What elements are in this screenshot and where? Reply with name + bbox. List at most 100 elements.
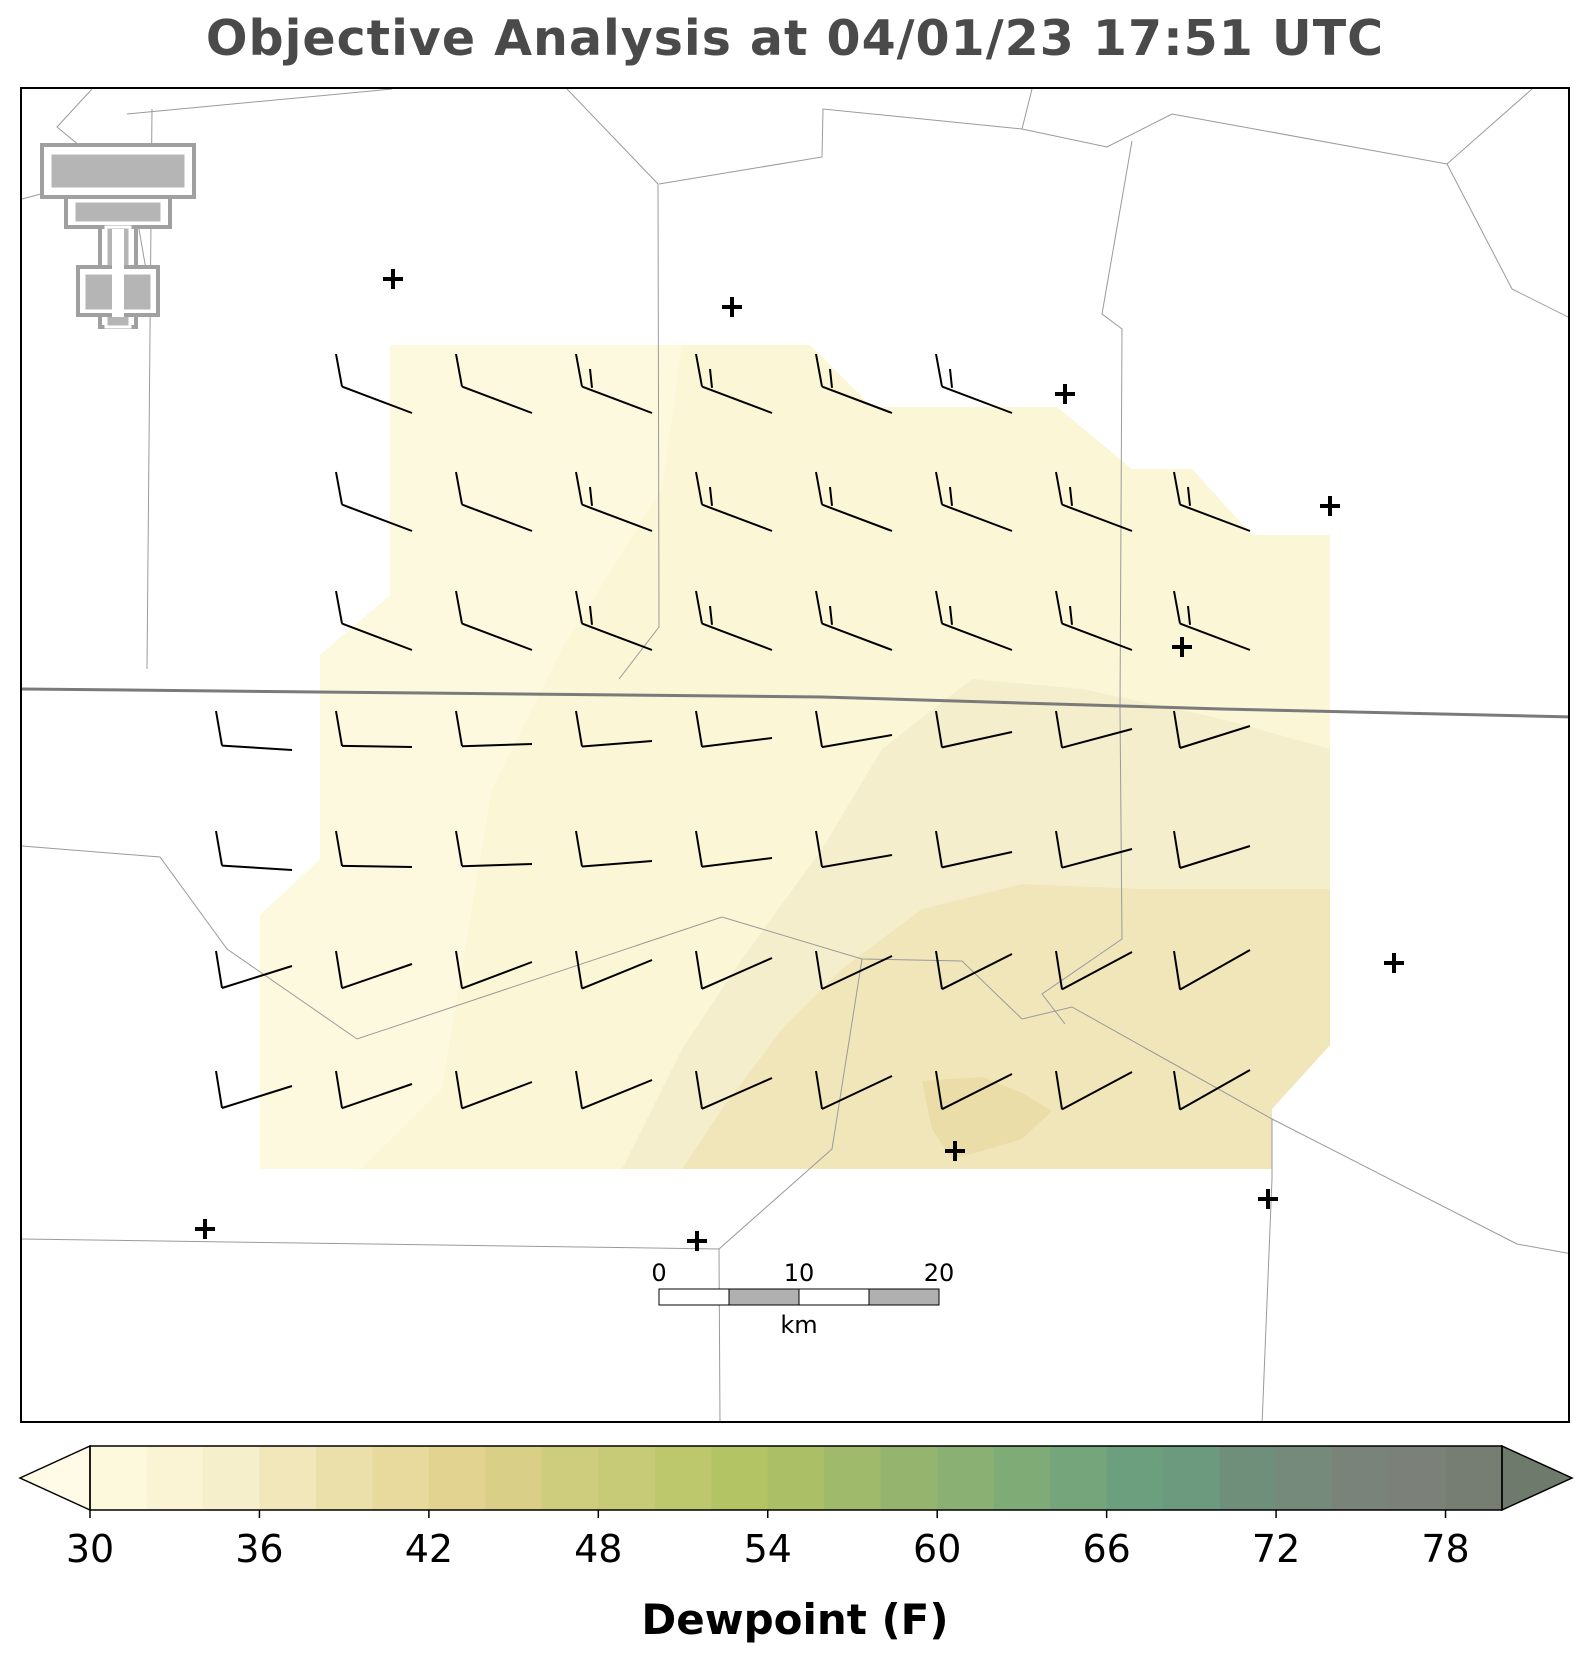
colorbar-tick-label: 54 [744,1527,792,1571]
colorbar-cell [1219,1446,1277,1510]
wind-barb [935,590,1013,651]
wind-barb [1173,949,1251,991]
wind-barb [335,1070,413,1110]
colorbar-cell [90,1446,147,1510]
wind-barb [1055,830,1133,869]
wind-barb [575,710,653,748]
colorbar-cell [485,1446,543,1510]
wind-barb [455,1070,533,1110]
wind-barb [215,830,293,871]
dewpoint-band-38-40 [922,1077,1052,1159]
colorbar-tick-label: 42 [405,1527,453,1571]
wind-barb [695,353,773,414]
county-boundaries [22,89,1568,1421]
wind-barb [695,830,773,868]
station-marker [383,269,403,289]
colorbar-cell [1163,1446,1221,1510]
wind-barb [575,471,653,532]
wind-barb [455,830,533,868]
map-canvas: 0 10 20 km [22,89,1568,1421]
colorbar-tick-label: 60 [913,1527,961,1571]
scale-unit: km [780,1311,817,1339]
station-marker [1320,496,1340,516]
wind-barb [575,1070,653,1110]
double-T-logo [40,143,196,329]
wind-barb [575,353,653,414]
wind-barb [1055,950,1133,991]
colorbar-cell [428,1446,486,1510]
colorbar-cell [1389,1446,1447,1510]
wind-barb [1055,471,1133,532]
station-marker [945,1141,965,1161]
station-marker [687,1231,707,1251]
wind-barb [815,830,893,869]
wind-barb [815,353,893,414]
map-panel[interactable]: 0 10 20 km [20,87,1570,1423]
wind-barb [335,950,413,990]
wind-barb [935,471,1013,532]
wind-barb [1173,710,1251,749]
wind-barb [935,353,1013,414]
wind-barb [455,471,533,532]
wind-barb [335,353,413,414]
colorbar-tick-label: 66 [1082,1527,1130,1571]
wind-barb [575,830,653,868]
station-marker [1258,1189,1278,1209]
colorbar-over-arrow [1501,1444,1574,1512]
scale-tick-0: 0 [651,1259,666,1287]
colorbar-cell [146,1446,204,1510]
colorbar-cell [598,1446,656,1510]
scale-tick-20: 20 [924,1259,955,1287]
wind-barb [335,471,413,532]
wind-barb [575,950,653,990]
wind-barb [1055,710,1133,749]
colorbar-cell [1106,1446,1164,1510]
wind-barb [1055,1070,1133,1111]
wind-barb [695,1070,773,1110]
wind-barb [815,1070,893,1110]
colorbar-ticks: 30 36 42 48 54 60 66 72 78 [66,1510,1470,1571]
station-marker [1055,384,1075,404]
wind-barb [335,710,413,748]
dewpoint-colorbar: 30 36 42 48 54 60 66 72 78 [18,1444,1574,1571]
colorbar-cell [993,1446,1051,1510]
wind-barb [935,1070,1013,1111]
colorbar-cell [202,1446,260,1510]
wind-barbs [215,353,1251,1111]
colorbar-cell [711,1446,769,1510]
wind-barb [695,471,773,532]
colorbar-tick-label: 78 [1421,1527,1469,1571]
colorbar-cell [767,1446,825,1510]
wind-barb [1055,590,1133,651]
colorbar-cells [90,1446,1503,1510]
colorbar-cell [315,1446,373,1510]
wind-barb [215,1070,293,1109]
colorbar-tick-label: 48 [574,1527,622,1571]
wind-barb [455,710,533,748]
colorbar-cell [1332,1446,1390,1510]
map-title: Objective Analysis at 04/01/23 17:51 UTC [205,10,1385,67]
colorbar-cell [372,1446,430,1510]
wind-barb [815,590,893,651]
colorbar-label: Dewpoint (F) [641,1595,949,1644]
state-boundary [22,687,1568,719]
wind-barb [455,950,533,990]
colorbar-outline [89,1445,1503,1511]
colorbar-cell [541,1446,599,1510]
wind-barb [695,590,773,651]
wind-barb [695,950,773,990]
colorbar-cell [1050,1446,1108,1510]
wind-barb [695,710,773,748]
wind-barb [1173,830,1251,869]
station-marker [1384,953,1404,973]
wind-barb [815,471,893,532]
colorbar-cell [259,1446,317,1510]
station-markers [195,269,1404,1251]
wind-barb [215,950,293,989]
scale-tick-10: 10 [784,1259,815,1287]
station-marker [722,297,742,317]
colorbar-cell [654,1446,712,1510]
colorbar-cell [1445,1446,1503,1510]
scale-bar: 0 10 20 km [651,1259,954,1339]
wind-barb [215,710,293,751]
